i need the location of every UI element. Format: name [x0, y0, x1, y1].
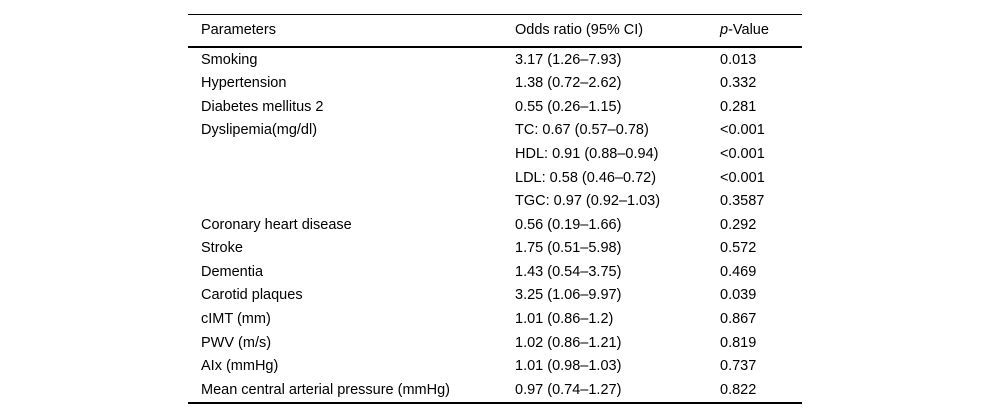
parameter-cell: Hypertension [201, 75, 287, 92]
parameter-cell: Coronary heart disease [201, 216, 352, 233]
parameter-cell: cIMT (mm) [201, 311, 271, 328]
header-p-italic: p [720, 22, 729, 39]
odds-ratio-cell: 1.75 (0.51–5.98) [515, 240, 622, 257]
p-value-cell: 0.469 [720, 263, 757, 280]
table-row: Diabetes mellitus 2 0.55 (0.26–1.15) 0.2… [188, 95, 802, 119]
p-value-cell: <0.001 [720, 169, 765, 186]
p-value-cell: 0.281 [720, 98, 757, 115]
odds-ratio-cell: TGC: 0.97 (0.92–1.03) [515, 193, 661, 210]
odds-ratio-cell: LDL: 0.58 (0.46–0.72) [515, 169, 657, 186]
table-row: cIMT (mm) 1.01 (0.86–1.2) 0.867 [188, 308, 802, 332]
odds-ratio-cell: 3.25 (1.06–9.97) [515, 287, 622, 304]
header-p-value: p-Value [720, 23, 802, 38]
p-value-cell: <0.001 [720, 145, 765, 162]
header-parameters: Parameters [201, 22, 276, 39]
table-row: Smoking 3.17 (1.26–7.93) 0.013 [188, 48, 802, 72]
parameter-cell: PWV (m/s) [201, 334, 272, 351]
p-value-cell: 0.822 [720, 381, 757, 398]
odds-ratio-cell: 0.97 (0.74–1.27) [515, 381, 622, 398]
table-row: PWV (m/s) 1.02 (0.86–1.21) 0.819 [188, 331, 802, 355]
p-value-cell: 0.572 [720, 240, 757, 257]
parameter-cell: Smoking [201, 51, 258, 68]
odds-ratio-cell: 1.01 (0.86–1.2) [515, 311, 614, 328]
p-value-cell: 0.737 [720, 358, 757, 375]
parameter-cell: Diabetes mellitus 2 [201, 98, 324, 115]
table-row: Hypertension 1.38 (0.72–2.62) 0.332 [188, 72, 802, 96]
table-row: TGC: 0.97 (0.92–1.03) 0.3587 [188, 190, 802, 214]
p-value-cell: 0.039 [720, 287, 757, 304]
odds-ratio-table: Parameters Odds ratio (95% CI) p-Value S… [188, 14, 802, 404]
odds-ratio-cell: TC: 0.67 (0.57–0.78) [515, 122, 649, 139]
p-value-cell: 0.292 [720, 216, 757, 233]
odds-ratio-cell: 1.43 (0.54–3.75) [515, 263, 622, 280]
odds-ratio-cell: 0.56 (0.19–1.66) [515, 216, 622, 233]
table-header: Parameters Odds ratio (95% CI) p-Value [188, 15, 802, 48]
p-value-cell: 0.867 [720, 311, 757, 328]
odds-ratio-cell: 1.01 (0.98–1.03) [515, 358, 622, 375]
odds-ratio-cell: HDL: 0.91 (0.88–0.94) [515, 145, 659, 162]
table-row: Dementia 1.43 (0.54–3.75) 0.469 [188, 260, 802, 284]
odds-ratio-cell: 1.02 (0.86–1.21) [515, 334, 622, 351]
odds-ratio-cell: 1.38 (0.72–2.62) [515, 75, 622, 92]
table-row: Mean central arterial pressure (mmHg) 0.… [188, 378, 802, 402]
table-body: Smoking 3.17 (1.26–7.93) 0.013 Hypertens… [188, 48, 802, 402]
table-row: AIx (mmHg) 1.01 (0.98–1.03) 0.737 [188, 355, 802, 379]
header-odds-ratio: Odds ratio (95% CI) [515, 22, 644, 39]
table-row: Coronary heart disease 0.56 (0.19–1.66) … [188, 213, 802, 237]
p-value-cell: 0.3587 [720, 193, 765, 210]
parameter-cell: Carotid plaques [201, 287, 303, 304]
header-p-rest: -Value [728, 22, 769, 39]
parameter-cell: Dyslipemia(mg/dl) [201, 122, 318, 139]
odds-ratio-cell: 3.17 (1.26–7.93) [515, 51, 622, 68]
table-row: Stroke 1.75 (0.51–5.98) 0.572 [188, 237, 802, 261]
parameter-cell: AIx (mmHg) [201, 358, 279, 375]
table-row: Dyslipemia(mg/dl) TC: 0.67 (0.57–0.78) <… [188, 119, 802, 143]
p-value-cell: 0.332 [720, 75, 757, 92]
p-value-cell: 0.819 [720, 334, 757, 351]
p-value-cell: 0.013 [720, 51, 757, 68]
parameter-cell: Dementia [201, 263, 264, 280]
parameter-cell: Mean central arterial pressure (mmHg) [201, 381, 450, 398]
table-row: Carotid plaques 3.25 (1.06–9.97) 0.039 [188, 284, 802, 308]
p-value-cell: <0.001 [720, 122, 765, 139]
odds-ratio-cell: 0.55 (0.26–1.15) [515, 98, 622, 115]
parameter-cell: Stroke [201, 240, 243, 257]
header-row: Parameters Odds ratio (95% CI) p-Value [188, 15, 802, 46]
table-row: LDL: 0.58 (0.46–0.72) <0.001 [188, 166, 802, 190]
table-row: HDL: 0.91 (0.88–0.94) <0.001 [188, 142, 802, 166]
